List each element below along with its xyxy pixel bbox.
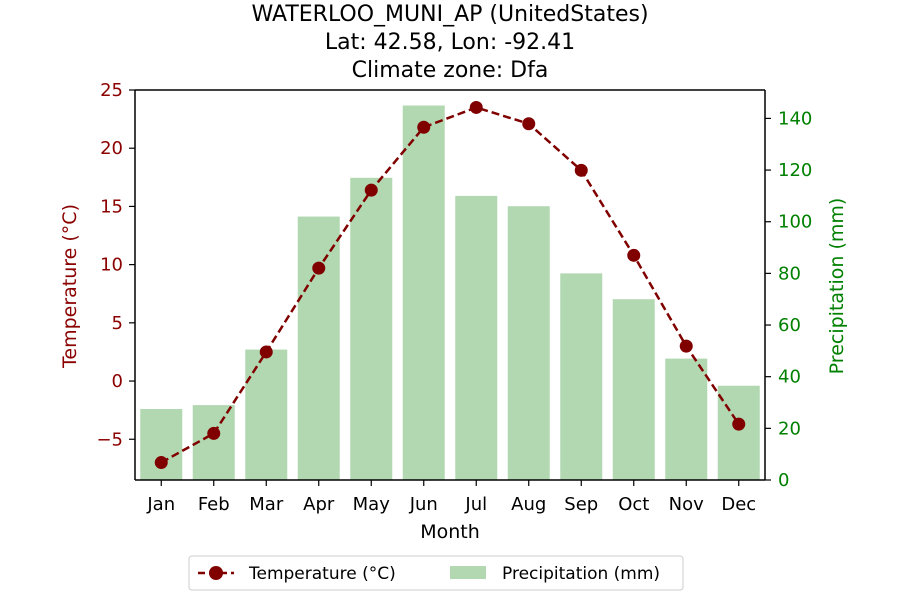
left-y-axis-label: Temperature (°C): [59, 204, 81, 369]
precip-bar-nov: [665, 358, 708, 480]
temp-point-may: [364, 183, 378, 197]
precip-bar-jan: [140, 408, 183, 480]
left-tick-label-5: 5: [112, 313, 123, 334]
title-line-3: Climate zone: Dfa: [352, 58, 549, 83]
precip-bar-mar: [245, 349, 288, 480]
legend: Temperature (°C) Precipitation (mm): [188, 555, 684, 591]
title-line-2: Lat: 42.58, Lon: -92.41: [325, 30, 575, 55]
x-axis: Jan Feb Mar Apr May Jun Jul Aug Sep Oct Nov Dec: [146, 480, 756, 515]
chart-title: WATERLOO_MUNI_AP (UnitedStates) Lat: 42.…: [251, 2, 648, 83]
left-tick-label--5: −5: [96, 429, 123, 450]
right-tick-label-140: 140: [778, 108, 812, 129]
x-tick-label-aug: Aug: [511, 494, 546, 515]
left-tick-label-10: 10: [100, 255, 123, 276]
temp-point-sep: [574, 163, 588, 177]
left-tick-label-25: 25: [100, 80, 123, 101]
right-tick-label-40: 40: [778, 367, 801, 388]
right-tick-label-60: 60: [778, 315, 801, 336]
x-tick-label-feb: Feb: [198, 494, 230, 515]
right-y-axis: 0 20 40 60 80 100 120 140: [765, 108, 812, 491]
left-tick-label-0: 0: [112, 371, 123, 392]
temp-point-jan: [154, 456, 168, 470]
legend-box: [188, 555, 684, 591]
legend-precipitation-label: Precipitation (mm): [502, 564, 660, 584]
precip-bar-may: [350, 177, 393, 480]
x-tick-label-jun: Jun: [409, 494, 438, 515]
temp-point-apr: [312, 261, 326, 275]
precip-bar-apr: [297, 216, 340, 481]
precip-bar-aug: [507, 206, 550, 480]
x-tick-label-mar: Mar: [249, 494, 284, 515]
left-tick-label-15: 15: [100, 196, 123, 217]
precip-bar-sep: [560, 273, 603, 480]
temp-point-jul: [469, 100, 483, 114]
x-tick-label-dec: Dec: [721, 494, 756, 515]
left-tick-label-20: 20: [100, 138, 123, 159]
right-tick-label-120: 120: [778, 160, 812, 181]
right-tick-label-20: 20: [778, 418, 801, 439]
right-y-axis-label: Precipitation (mm): [826, 198, 848, 375]
temp-point-mar: [259, 345, 273, 359]
precip-bar-dec: [717, 385, 760, 480]
right-tick-label-100: 100: [778, 212, 812, 233]
right-tick-label-0: 0: [778, 470, 789, 491]
x-tick-label-oct: Oct: [618, 494, 649, 515]
x-tick-label-apr: Apr: [303, 494, 335, 515]
legend-precipitation-swatch: [450, 566, 486, 579]
temperature-line: [160, 106, 740, 464]
right-tick-label-80: 80: [778, 263, 801, 284]
x-tick-label-sep: Sep: [564, 494, 598, 515]
precip-bar-jun: [402, 105, 445, 480]
plot-frame: [134, 89, 766, 481]
x-tick-label-nov: Nov: [669, 494, 704, 515]
temp-point-aug: [522, 117, 536, 131]
x-tick-label-may: May: [353, 494, 391, 515]
x-tick-label-jul: Jul: [464, 494, 487, 515]
temp-point-dec: [732, 417, 746, 431]
legend-temperature-marker: [209, 566, 223, 580]
temp-point-nov: [679, 339, 693, 353]
legend-temperature-label: Temperature (°C): [248, 564, 396, 584]
x-tick-label-jan: Jan: [146, 494, 175, 515]
x-axis-label: Month: [420, 521, 480, 543]
precip-bar-oct: [612, 299, 655, 480]
temp-point-feb: [207, 426, 221, 440]
temp-point-oct: [627, 248, 641, 262]
left-y-axis: −5 0 5 10 15 20 25: [96, 80, 135, 450]
precip-bar-jul: [455, 195, 498, 480]
temp-point-jun: [417, 120, 431, 134]
title-line-1: WATERLOO_MUNI_AP (UnitedStates): [251, 2, 648, 27]
temperature-series: [154, 100, 746, 470]
precipitation-bars: [140, 105, 760, 481]
